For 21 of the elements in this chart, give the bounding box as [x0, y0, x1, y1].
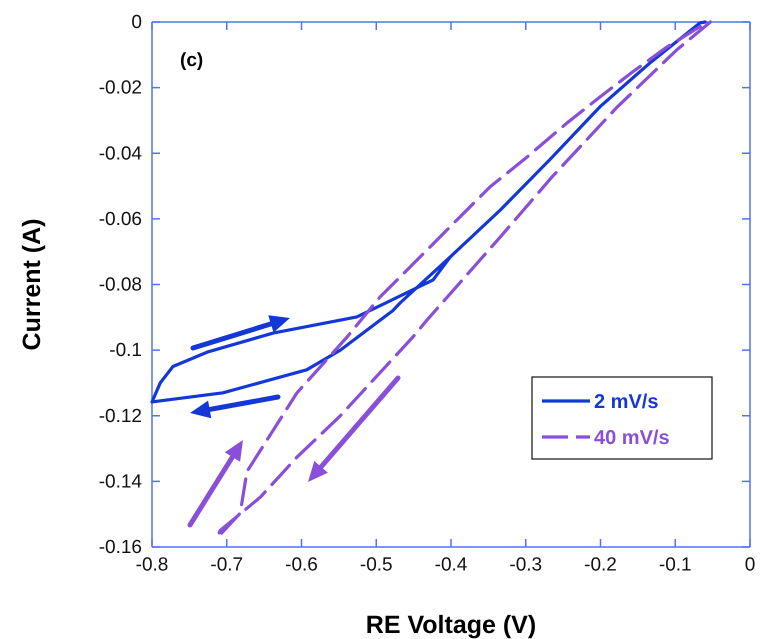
y-tick-label: -0.02 [98, 78, 142, 99]
x-tick-label: -0.4 [434, 554, 468, 576]
x-tick-label: -0.2 [584, 554, 617, 576]
y-tick-label: 0 [131, 12, 142, 34]
y-tick-label: -0.14 [98, 471, 142, 492]
x-tick-label: -0.1 [658, 554, 692, 576]
legend-label: 2 mV/s [594, 391, 658, 413]
x-tick-label: 0 [744, 554, 756, 576]
x-axis-title: RE Voltage (V) [366, 611, 536, 639]
y-tick-label: -0.04 [98, 143, 142, 164]
y-tick-label: -0.08 [98, 274, 142, 296]
annotation: (c) [180, 50, 204, 71]
legend-label: 40 mV/s [594, 427, 670, 449]
y-axis-title: Current (A) [18, 218, 46, 350]
y-tick-label: -0.06 [98, 208, 142, 230]
x-tick-label: -0.5 [360, 554, 393, 576]
x-tick-label: -0.3 [509, 554, 542, 576]
y-tick-label: -0.1 [109, 340, 142, 362]
x-tick-label: -0.6 [285, 554, 318, 576]
y-tick-label: -0.12 [98, 406, 142, 427]
x-tick-label: -0.7 [210, 554, 244, 576]
